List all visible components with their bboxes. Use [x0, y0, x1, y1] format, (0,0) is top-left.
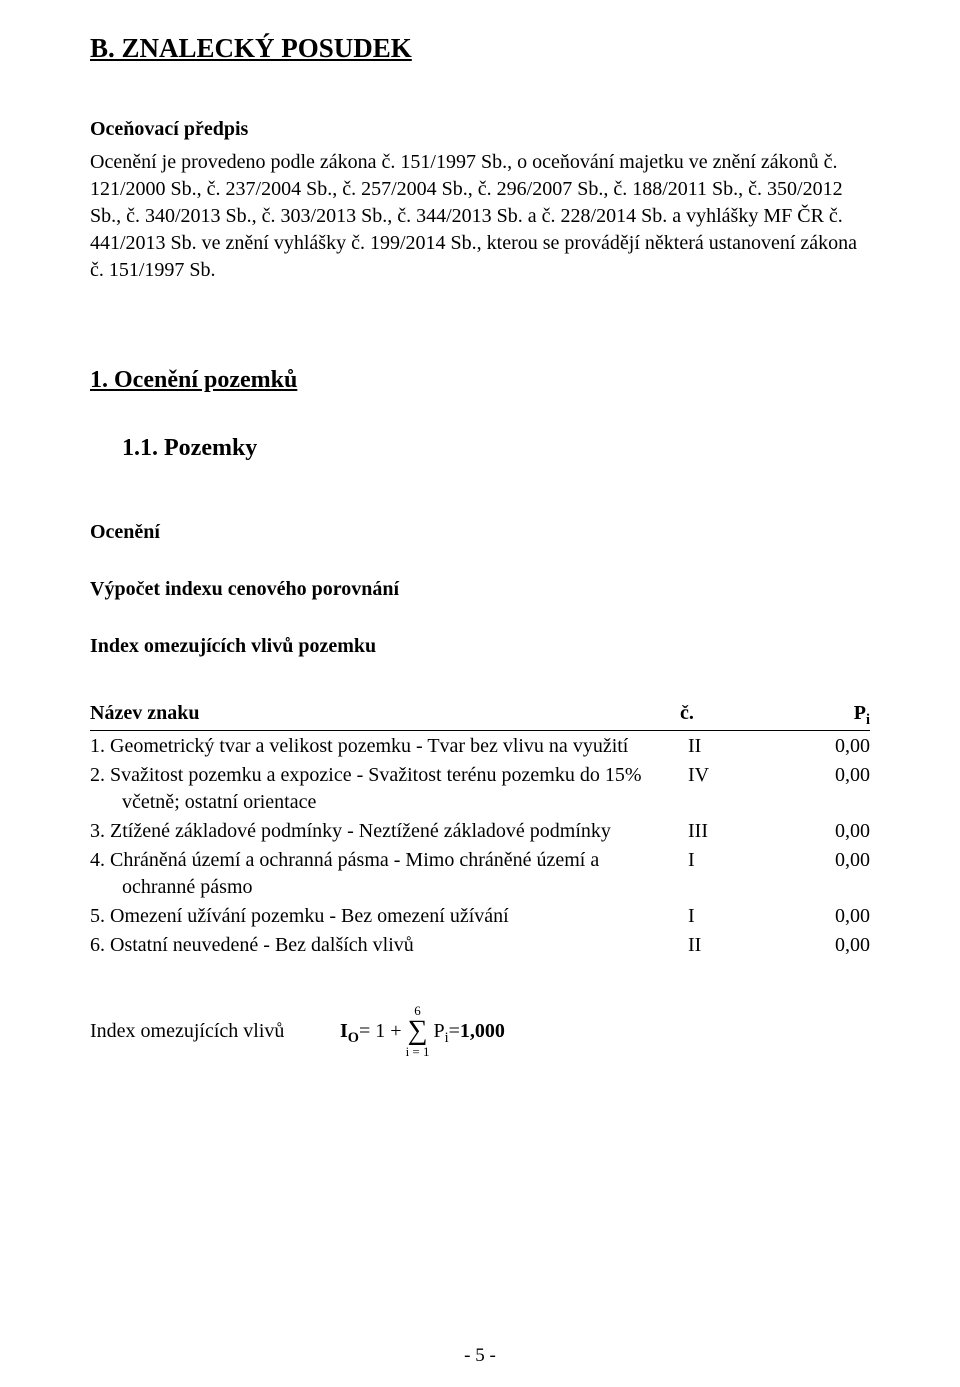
- calc-heading: Výpočet indexu cenového porovnání: [90, 576, 870, 603]
- table-header-p: Pi: [750, 700, 870, 727]
- znaku-table: Název znaku č. Pi 1. Geometrický tvar a …: [90, 700, 870, 959]
- table-row: 6. Ostatní neuvedené - Bez dalších vlivů…: [90, 932, 870, 959]
- table-header-c: č.: [680, 700, 750, 727]
- formula-eq2: =: [449, 1018, 460, 1045]
- table-header-row: Název znaku č. Pi: [90, 700, 870, 731]
- row-p: 0,00: [758, 733, 870, 760]
- table-header-p-sub: i: [866, 712, 870, 728]
- sigma-icon: 6 ∑ i = 1: [406, 1004, 430, 1058]
- formula-rhs: IO = 1 + 6 ∑ i = 1 Pi = 1,000: [340, 1004, 505, 1058]
- index-heading: Index omezujících vlivů pozemku: [90, 633, 870, 660]
- row-c: III: [688, 818, 758, 845]
- row-c: II: [688, 733, 758, 760]
- table-header-label: Název znaku: [90, 700, 680, 727]
- row-c: I: [688, 903, 758, 930]
- section-1-1-title: 1.1. Pozemky: [122, 432, 870, 464]
- section-1-title: 1. Ocenění pozemků: [90, 364, 870, 396]
- sigma-bottom: i = 1: [406, 1045, 430, 1058]
- table-row: 1. Geometrický tvar a velikost pozemku -…: [90, 733, 870, 760]
- row-label: 3. Ztížené základové podmínky - Neztížen…: [90, 818, 688, 845]
- row-p: 0,00: [758, 818, 870, 845]
- predpis-heading: Oceňovací předpis: [90, 116, 870, 143]
- row-p: 0,00: [758, 903, 870, 930]
- row-c: I: [688, 847, 758, 874]
- page-title: B. ZNALECKÝ POSUDEK: [90, 30, 870, 66]
- row-label: 1. Geometrický tvar a velikost pozemku -…: [90, 733, 688, 760]
- row-label: 6. Ostatní neuvedené - Bez dalších vlivů: [90, 932, 688, 959]
- row-label: 2. Svažitost pozemku a expozice - Svažit…: [90, 762, 688, 816]
- formula-eq1: = 1 +: [359, 1018, 402, 1045]
- table-row: 3. Ztížené základové podmínky - Neztížen…: [90, 818, 870, 845]
- row-label: 5. Omezení užívání pozemku - Bez omezení…: [90, 903, 688, 930]
- table-row: 2. Svažitost pozemku a expozice - Svažit…: [90, 762, 870, 816]
- table-header-p-text: P: [854, 702, 866, 724]
- index-formula: Index omezujících vlivů IO = 1 + 6 ∑ i =…: [90, 1004, 870, 1058]
- row-p: 0,00: [758, 932, 870, 959]
- formula-result: 1,000: [460, 1018, 505, 1045]
- row-label: 4. Chráněná území a ochranná pásma - Mim…: [90, 847, 688, 901]
- oceneni-heading: Ocenění: [90, 519, 870, 546]
- row-p: 0,00: [758, 762, 870, 789]
- formula-io: IO: [340, 1018, 359, 1045]
- table-row: 4. Chráněná území a ochranná pásma - Mim…: [90, 847, 870, 901]
- row-c: II: [688, 932, 758, 959]
- document-page: B. ZNALECKÝ POSUDEK Oceňovací předpis Oc…: [0, 0, 960, 1387]
- table-row: 5. Omezení užívání pozemku - Bez omezení…: [90, 903, 870, 930]
- predpis-text: Ocenění je provedeno podle zákona č. 151…: [90, 149, 870, 284]
- row-p: 0,00: [758, 847, 870, 874]
- formula-lhs: Index omezujících vlivů: [90, 1018, 340, 1045]
- sigma-symbol: ∑: [408, 1017, 428, 1045]
- page-number: - 5 -: [0, 1343, 960, 1369]
- formula-pi: Pi: [434, 1018, 449, 1045]
- table-body: 1. Geometrický tvar a velikost pozemku -…: [90, 733, 870, 959]
- row-c: IV: [688, 762, 758, 789]
